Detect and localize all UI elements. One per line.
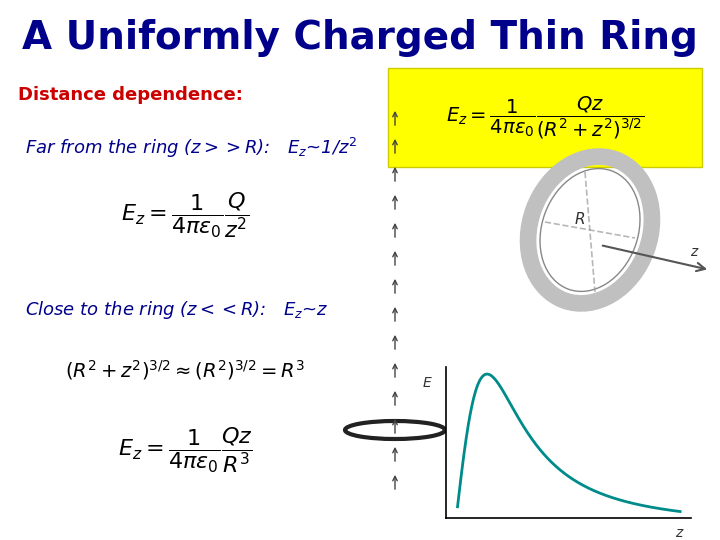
Text: $E_z = \dfrac{1}{4\pi\varepsilon_0} \dfrac{Qz}{R^3}$: $E_z = \dfrac{1}{4\pi\varepsilon_0} \dfr… bbox=[117, 425, 252, 475]
Y-axis label: E: E bbox=[423, 376, 431, 390]
Text: Close to the ring ($z$$<$$<$$R$):   $E_z$~$z$: Close to the ring ($z$$<$$<$$R$): $E_z$~… bbox=[25, 299, 328, 321]
Text: $\left(R^2 + z^2\right)^{3/2} \approx \left(R^2\right)^{3/2} = R^3$: $\left(R^2 + z^2\right)^{3/2} \approx \l… bbox=[66, 358, 305, 382]
FancyBboxPatch shape bbox=[388, 68, 702, 167]
Text: z: z bbox=[690, 245, 697, 259]
Text: $E_z = \dfrac{1}{4\pi\varepsilon_0} \dfrac{Qz}{\left(R^2 + z^2\right)^{3/2}}$: $E_z = \dfrac{1}{4\pi\varepsilon_0} \dfr… bbox=[446, 94, 644, 141]
Text: Distance dependence:: Distance dependence: bbox=[18, 86, 243, 104]
X-axis label: z: z bbox=[675, 526, 683, 540]
Text: $E_z = \dfrac{1}{4\pi\varepsilon_0} \dfrac{Q}{z^2}$: $E_z = \dfrac{1}{4\pi\varepsilon_0} \dfr… bbox=[121, 190, 249, 240]
Text: Far from the ring ($z$$>$$>$$R$):   $E_z$~1/$z^2$: Far from the ring ($z$$>$$>$$R$): $E_z$~… bbox=[25, 136, 357, 160]
Text: R: R bbox=[575, 213, 585, 227]
Text: A Uniformly Charged Thin Ring: A Uniformly Charged Thin Ring bbox=[22, 19, 698, 57]
